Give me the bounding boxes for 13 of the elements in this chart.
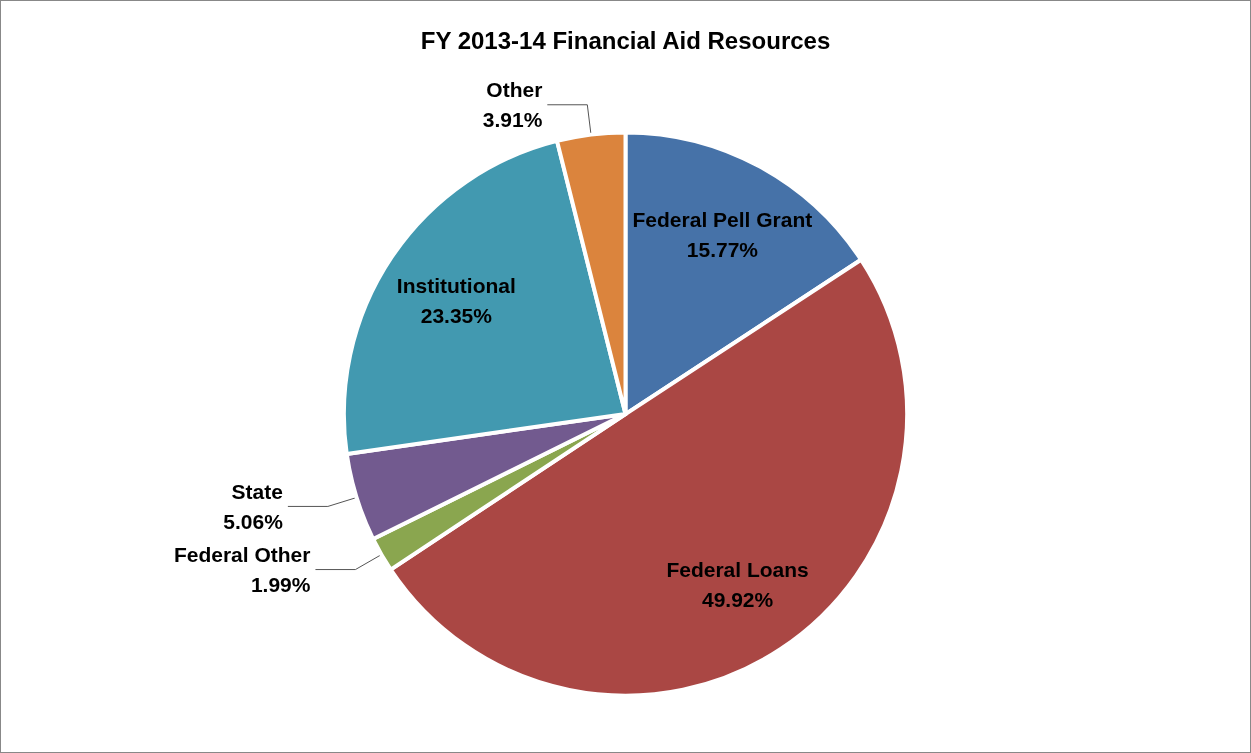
slice-label: Federal Loans bbox=[666, 557, 809, 581]
data-label: 5.06% bbox=[223, 509, 284, 533]
data-label: 15.77% bbox=[686, 238, 759, 262]
slice-label: Institutional bbox=[396, 273, 516, 297]
data-label: 1.99% bbox=[250, 573, 311, 597]
data-label: 23.35% bbox=[420, 303, 493, 327]
slice-label: Other bbox=[486, 78, 543, 102]
slice-label: State bbox=[231, 479, 283, 503]
data-label: 49.92% bbox=[701, 587, 774, 611]
chart-title: FY 2013-14 Financial Aid Resources bbox=[420, 26, 831, 54]
slice-label: Federal Pell Grant bbox=[632, 208, 813, 232]
slice-label: Federal Other bbox=[173, 543, 311, 567]
data-label: 3.91% bbox=[482, 108, 543, 132]
